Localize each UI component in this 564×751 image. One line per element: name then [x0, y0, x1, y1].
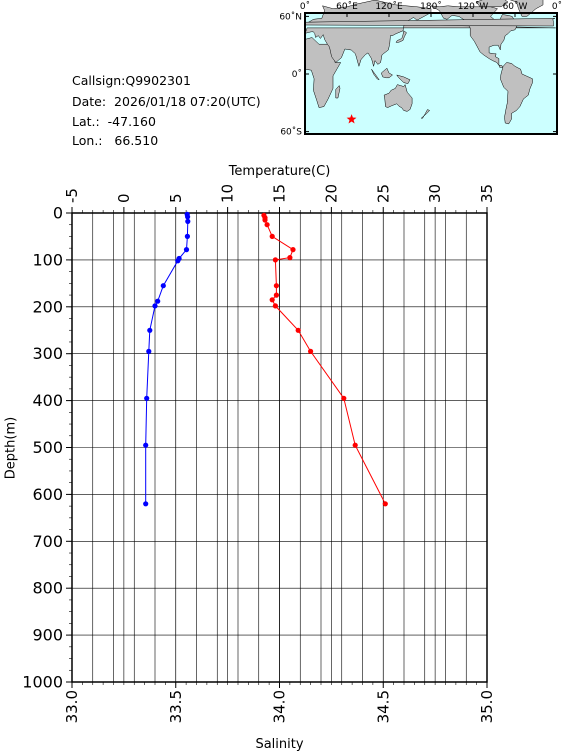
salinity-data-point — [155, 298, 161, 304]
temperature-data-point — [269, 233, 275, 239]
temperature-data-point — [308, 348, 314, 354]
map-lat-label: 0˚ — [292, 69, 302, 80]
map-lon-label: 120˚E — [375, 1, 403, 12]
temperature-data-point — [273, 283, 279, 289]
temperature-tick-label: 0 — [115, 193, 133, 203]
map-lat-label: 60˚S — [280, 127, 302, 138]
temperature-tick-label: 20 — [322, 184, 340, 203]
depth-tick-label: 600 — [32, 485, 63, 504]
temperature-data-point — [262, 217, 268, 223]
longitude-text: Lon.: 66.510 — [72, 133, 159, 148]
depth-axis-label: Depth(m) — [4, 417, 19, 479]
salinity-data-point — [184, 233, 190, 239]
depth-tick-label: 0 — [53, 204, 63, 223]
temperature-data-point — [273, 292, 279, 298]
salinity-axis-label: Salinity — [255, 737, 303, 751]
temperature-profile-line — [263, 215, 386, 505]
salinity-data-point — [160, 283, 166, 289]
map-landmass — [304, 0, 556, 68]
map-lon-label: 180˚ — [420, 1, 442, 12]
map-landmass — [420, 109, 431, 119]
depth-tick-label: 200 — [32, 297, 63, 316]
salinity-data-point — [185, 214, 191, 220]
map-landmass — [396, 74, 411, 84]
map-lat-label: 60˚N — [279, 11, 302, 22]
temperature-tick-label: 15 — [271, 184, 289, 203]
salinity-data-point — [175, 258, 181, 264]
map-landmass — [500, 62, 533, 125]
temperature-tick-label: -5 — [63, 188, 81, 203]
depth-tick-label: 100 — [32, 250, 63, 269]
latitude-text: Lat.: -47.160 — [72, 114, 156, 129]
temperature-data-point — [352, 442, 358, 448]
map-landmass — [395, 30, 407, 43]
temperature-tick-label: 10 — [219, 184, 237, 203]
depth-tick-label: 700 — [32, 532, 63, 551]
date-text: Date: 2026/01/18 07:20(UTC) — [72, 94, 261, 109]
salinity-data-point — [152, 303, 158, 309]
depth-tick-label: 500 — [32, 438, 63, 457]
salinity-tick-label: 34.5 — [374, 690, 392, 723]
temperature-tick-label: 5 — [167, 193, 185, 203]
salinity-tick-label: 33.5 — [167, 690, 185, 723]
callsign-text: Callsign:Q9902301 — [72, 73, 191, 88]
map-lon-label: 120˚W — [458, 1, 489, 12]
salinity-tick-label: 33.0 — [63, 690, 81, 723]
map-landmass — [476, 0, 509, 8]
temperature-data-point — [382, 501, 388, 507]
temperature-data-point — [272, 257, 278, 263]
salinity-data-point — [146, 348, 152, 354]
salinity-data-point — [147, 327, 153, 333]
depth-tick-label: 300 — [32, 344, 63, 363]
map-landmass — [383, 84, 413, 112]
salinity-data-point — [143, 501, 149, 507]
temperature-data-point — [272, 303, 278, 309]
map-lon-label: 60˚W — [503, 1, 528, 12]
temperature-data-point — [269, 297, 275, 303]
salinity-tick-label: 34.0 — [271, 690, 289, 723]
temperature-data-point — [264, 222, 270, 228]
map-landmass — [371, 69, 380, 81]
salinity-data-point — [143, 442, 149, 448]
temperature-axis-label: Temperature(C) — [228, 164, 331, 179]
map-lon-label: 60˚E — [336, 1, 358, 12]
temperature-data-point — [295, 327, 301, 333]
map-landmass — [335, 84, 341, 99]
salinity-data-point — [144, 395, 150, 401]
salinity-data-point — [183, 247, 190, 253]
depth-tick-label: 1000 — [22, 673, 63, 692]
station-marker-icon — [346, 114, 357, 124]
salinity-data-point — [185, 218, 191, 224]
temperature-data-point — [290, 247, 296, 253]
temperature-tick-label: 30 — [426, 184, 444, 203]
temperature-data-point — [287, 255, 293, 261]
map-lon-label: 0˚ — [300, 1, 310, 12]
map-lon-label: 0˚ — [552, 1, 562, 12]
temperature-data-point — [341, 395, 347, 401]
depth-tick-label: 800 — [32, 579, 63, 598]
salinity-tick-label: 35.0 — [478, 690, 496, 723]
temperature-tick-label: 35 — [478, 184, 496, 203]
temperature-tick-label: 25 — [374, 184, 392, 203]
depth-tick-label: 900 — [32, 626, 63, 645]
depth-tick-label: 400 — [32, 391, 63, 410]
location-map: 0˚ 60˚E 120˚E 180˚ 120˚W 60˚W 0˚60˚N0˚60˚S — [279, 0, 562, 138]
map-landmass — [509, 0, 544, 17]
map-landmass — [381, 67, 393, 79]
